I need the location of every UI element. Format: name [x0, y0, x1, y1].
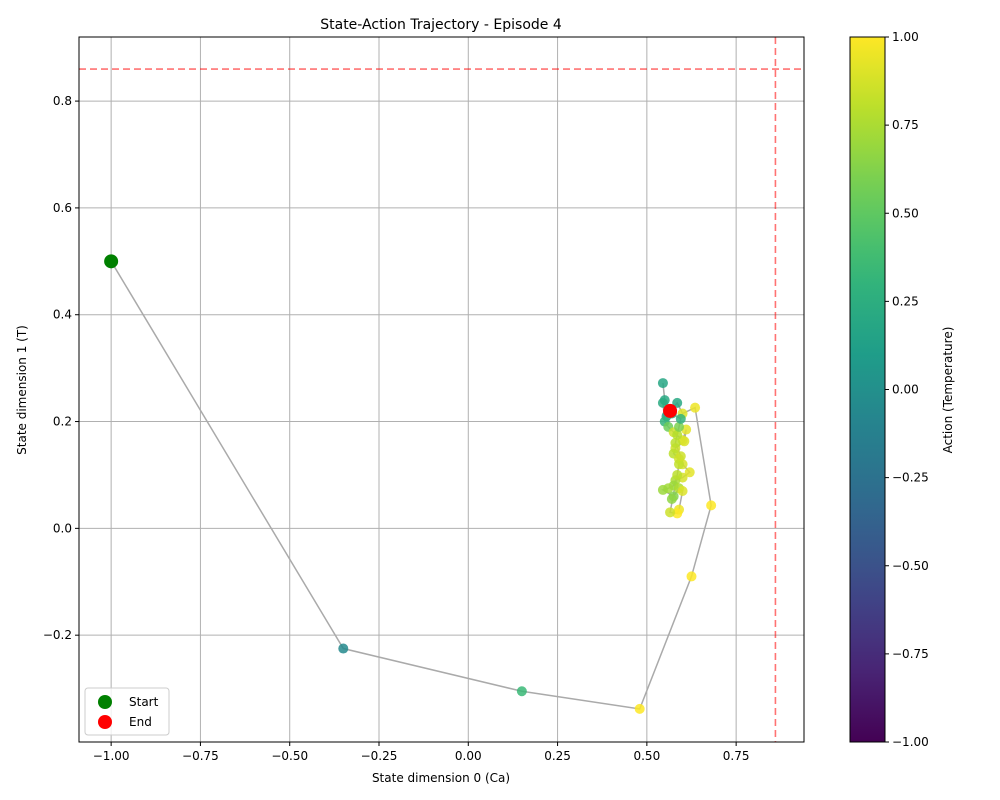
y-tick-label: 0.8 — [53, 94, 72, 108]
legend-start-marker — [98, 695, 112, 709]
trajectory-line — [110, 260, 712, 710]
y-tick-label: 0.4 — [53, 308, 72, 322]
y-tick-label: 0.6 — [53, 201, 72, 215]
trajectory-point — [672, 469, 683, 480]
x-tick-label: −1.00 — [93, 749, 130, 763]
trajectory-point — [657, 397, 668, 408]
x-tick-label: −0.25 — [361, 749, 398, 763]
trajectory-point — [672, 429, 683, 440]
trajectory-point — [690, 402, 701, 413]
colorbar — [850, 37, 885, 742]
y-tick-label: −0.2 — [43, 628, 72, 642]
trajectory-point — [706, 500, 717, 511]
colorbar-tick-label: −0.25 — [892, 471, 929, 485]
end-marker — [663, 403, 678, 418]
grid-lines — [79, 37, 804, 742]
colorbar-ticks: −1.00 −0.75 −0.50 −0.25 0.00 0.25 0.50 0.75 1.00 — [885, 30, 929, 749]
y-axis-label: State dimension 1 (T) — [15, 325, 29, 455]
y-axis-ticks: −0.2 0.0 0.2 0.4 0.6 0.8 — [43, 94, 79, 642]
x-tick-label: −0.75 — [182, 749, 219, 763]
x-tick-label: −0.50 — [271, 749, 308, 763]
trajectory-point — [338, 643, 349, 654]
x-axis-ticks: −1.00 −0.75 −0.50 −0.25 0.00 0.25 0.50 0.75 — [93, 742, 750, 763]
trajectory-point — [686, 571, 697, 582]
trajectory-point — [677, 485, 688, 496]
x-tick-label: 0.50 — [633, 749, 660, 763]
trajectory-point — [672, 397, 683, 408]
legend-start-label: Start — [129, 695, 159, 709]
trajectory-point — [665, 507, 676, 518]
trajectory-point — [666, 493, 677, 504]
x-tick-label: 0.00 — [455, 749, 482, 763]
colorbar-tick-label: 0.00 — [892, 383, 919, 397]
colorbar-tick-label: 0.25 — [892, 294, 919, 308]
trajectory-point — [684, 467, 695, 478]
trajectory-point — [675, 413, 686, 424]
colorbar-tick-label: −0.50 — [892, 559, 929, 573]
x-tick-label: 0.25 — [544, 749, 571, 763]
legend: Start End — [84, 687, 170, 736]
plot-frame — [78, 36, 805, 743]
trajectory-point — [670, 437, 681, 448]
trajectory-point — [674, 459, 684, 470]
y-tick-label: 0.2 — [53, 415, 72, 429]
trajectory-path — [110, 260, 712, 710]
start-marker — [104, 254, 119, 269]
trajectory-point — [675, 451, 686, 462]
legend-end-label: End — [129, 715, 152, 729]
x-tick-label: 0.75 — [723, 749, 750, 763]
colorbar-label: Action (Temperature) — [941, 327, 955, 454]
colorbar-tick-label: 1.00 — [892, 30, 919, 44]
legend-end-marker — [98, 715, 112, 729]
trajectory-point — [657, 378, 668, 389]
y-tick-label: 0.0 — [53, 521, 72, 535]
trajectory-point — [634, 703, 645, 714]
colorbar-tick-label: −0.75 — [892, 647, 929, 661]
trajectory-point — [679, 436, 690, 447]
chart-title: State-Action Trajectory - Episode 4 — [320, 17, 562, 33]
scatter-points — [104, 254, 717, 714]
trajectory-point — [516, 686, 527, 697]
reference-lines — [79, 37, 804, 742]
colorbar-tick-label: 0.75 — [892, 118, 919, 132]
colorbar-tick-label: 0.50 — [892, 206, 919, 220]
colorbar-tick-label: −1.00 — [892, 735, 929, 749]
trajectory-point — [674, 421, 684, 432]
x-axis-label: State dimension 0 (Ca) — [372, 771, 510, 785]
trajectory-point — [657, 484, 668, 495]
